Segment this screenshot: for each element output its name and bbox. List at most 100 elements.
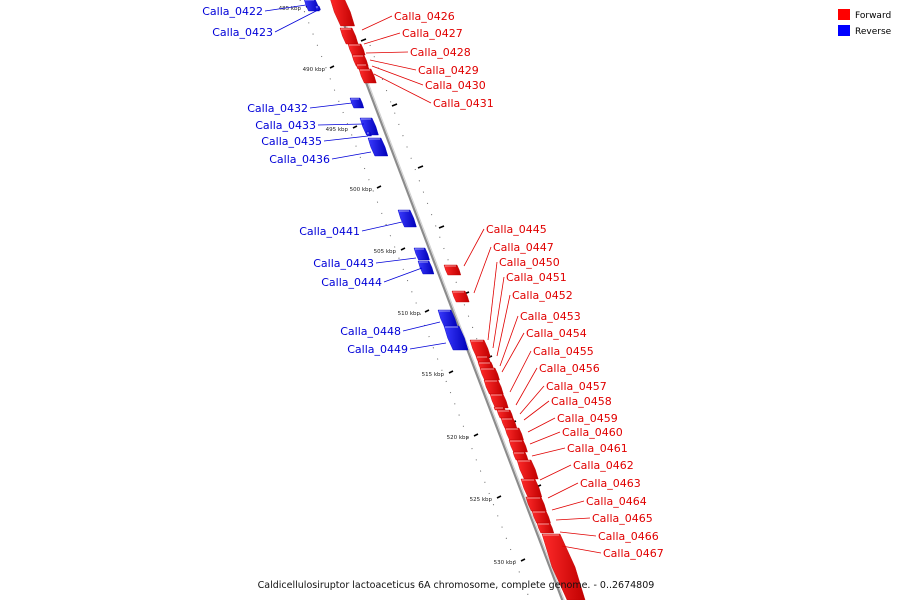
calla-0455-label[interactable]: Calla_0455: [533, 345, 594, 358]
calla-0441-label[interactable]: Calla_0441: [299, 225, 360, 238]
calla-0427-leader: [363, 32, 401, 45]
axis-tick-label: 530 kbp: [494, 560, 517, 566]
forward-genes: Calla_0426 Calla_0427 Calla_0428 Calla_0429…: [330, 0, 664, 600]
calla-0431-label[interactable]: Calla_0431: [433, 97, 494, 110]
calla-0449-leader: [409, 342, 447, 350]
calla-0459-label[interactable]: Calla_0459: [557, 412, 618, 425]
calla-0429-arrow: [351, 54, 369, 67]
axis-tick-label: 505 kbp: [374, 249, 397, 255]
calla-0436-label[interactable]: Calla_0436: [269, 153, 330, 166]
calla-0463-label[interactable]: Calla_0463: [580, 477, 641, 490]
calla-0445-arrow: [443, 264, 462, 276]
calla-0443-arrow: [413, 247, 430, 261]
calla-0436-arrow: [367, 137, 389, 157]
calla-0461-label[interactable]: Calla_0461: [567, 442, 628, 455]
calla-0457-label[interactable]: Calla_0457: [546, 380, 607, 393]
calla-0430-label[interactable]: Calla_0430: [425, 79, 486, 92]
legend: Forward Reverse: [838, 9, 892, 37]
calla-0466-label[interactable]: Calla_0466: [598, 530, 659, 543]
calla-0435-label[interactable]: Calla_0435: [261, 135, 322, 148]
calla-0462-label[interactable]: Calla_0462: [573, 459, 634, 472]
calla-0458-label[interactable]: Calla_0458: [551, 395, 612, 408]
calla-0423-label[interactable]: Calla_0423: [212, 26, 273, 39]
calla-0444-leader: [383, 267, 423, 283]
legend-forward-label: Forward: [855, 11, 891, 21]
calla-0432-label[interactable]: Calla_0432: [247, 102, 308, 115]
calla-0431-arrow: [358, 68, 377, 84]
axis-tick-label: 515 kbp: [422, 372, 445, 378]
calla-0456-leader: [515, 367, 538, 406]
calla-0435-arrow: [365, 131, 372, 137]
calla-0444-label[interactable]: Calla_0444: [321, 276, 382, 289]
calla-0431-leader: [373, 73, 432, 104]
forward-tick-mark: [438, 225, 445, 229]
axis-tick-mark: [520, 558, 526, 562]
axis-tick-label: 520 kbp: [447, 435, 470, 441]
calla-0433-leader: [317, 123, 365, 126]
calla-0447-leader: [473, 246, 492, 294]
legend-forward-swatch: [838, 9, 850, 20]
calla-0458-arrow: [500, 417, 518, 429]
calla-0455-leader: [509, 350, 532, 393]
calla-0435-leader: [323, 135, 369, 142]
calla-0433-arrow: [359, 117, 379, 136]
calla-0447-label[interactable]: Calla_0447: [493, 241, 554, 254]
calla-0449-label[interactable]: Calla_0449: [347, 343, 408, 356]
calla-0428-arrow: [347, 43, 366, 56]
calla-0466-arrow: [536, 522, 555, 534]
calla-0441-leader: [361, 221, 403, 232]
scale-dotted-line: [299, 0, 531, 600]
calla-0430-leader: [371, 65, 424, 86]
calla-0445-label[interactable]: Calla_0445: [486, 223, 547, 236]
calla-0447-arrow: [451, 290, 470, 303]
calla-0422-label[interactable]: Calla_0422: [202, 5, 263, 18]
calla-0444-arrow: [417, 260, 435, 275]
calla-0450-label[interactable]: Calla_0450: [499, 256, 560, 269]
calla-0458-leader: [523, 400, 550, 421]
calla-0452-label[interactable]: Calla_0452: [512, 289, 573, 302]
calla-0451-label[interactable]: Calla_0451: [506, 271, 567, 284]
calla-0423-arrow: [314, 5, 321, 11]
calla-0452-arrow: [477, 361, 494, 370]
calla-0450-arrow: [469, 339, 491, 358]
calla-0459-arrow: [504, 427, 524, 441]
calla-0443-label[interactable]: Calla_0443: [313, 257, 374, 270]
axis-tick-label: 495 kbp: [326, 127, 349, 133]
calla-0456-label[interactable]: Calla_0456: [539, 362, 600, 375]
forward-tick-mark: [360, 38, 367, 42]
calla-0428-leader: [365, 51, 409, 54]
calla-0464-leader: [551, 500, 585, 511]
calla-0426-label[interactable]: Calla_0426: [394, 10, 455, 23]
calla-0448-arrow: [437, 309, 458, 328]
calla-0465-label[interactable]: Calla_0465: [592, 512, 653, 525]
calla-0459-leader: [527, 417, 556, 433]
legend-reverse-label: Reverse: [855, 27, 892, 37]
axis-tick-label: 485 kbp: [279, 6, 302, 12]
calla-0448-label[interactable]: Calla_0448: [340, 325, 401, 338]
calla-0451-leader: [492, 276, 505, 349]
calla-0460-arrow: [508, 439, 528, 453]
axis-tick-mark: [376, 185, 382, 189]
legend-reverse-swatch: [838, 25, 850, 36]
calla-0452-leader: [496, 294, 511, 357]
calla-0451-arrow: [475, 355, 491, 363]
genome-caption: Caldicellulosiruptor lactoaceticus 6A ch…: [258, 580, 655, 591]
calla-0429-label[interactable]: Calla_0429: [418, 64, 479, 77]
calla-0427-label[interactable]: Calla_0427: [402, 27, 463, 40]
calla-0453-leader: [499, 315, 519, 367]
calla-0457-arrow: [496, 409, 514, 419]
calla-0428-label[interactable]: Calla_0428: [410, 46, 471, 59]
calla-0454-label[interactable]: Calla_0454: [526, 327, 587, 340]
calla-0454-arrow: [483, 379, 504, 395]
calla-0453-label[interactable]: Calla_0453: [520, 310, 581, 323]
calla-0456-arrow: [493, 406, 506, 411]
axis-tick-label: 525 kbp: [470, 497, 493, 503]
calla-0449-arrow: [443, 325, 469, 351]
calla-0464-label[interactable]: Calla_0464: [586, 495, 647, 508]
calla-0460-label[interactable]: Calla_0460: [562, 426, 623, 439]
axis-tick-mark: [352, 125, 358, 129]
axis-tick-mark: [424, 309, 430, 313]
calla-0467-label[interactable]: Calla_0467: [603, 547, 664, 560]
calla-0433-label[interactable]: Calla_0433: [255, 119, 316, 132]
calla-0454-leader: [501, 332, 525, 373]
